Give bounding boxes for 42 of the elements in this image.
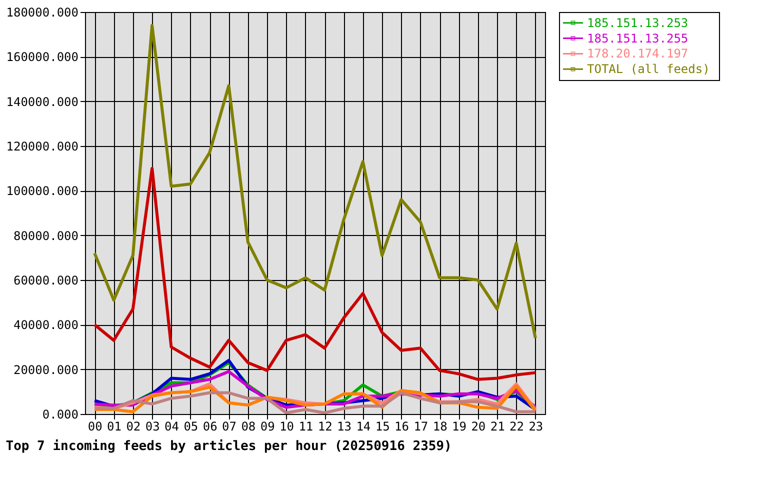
y-tick-label: 20000.000	[13, 362, 78, 377]
y-tick-label: 80000.000	[13, 228, 78, 243]
x-tick-label: 19	[452, 420, 466, 434]
line-series	[93, 24, 537, 340]
y-tick-label: 180000.000	[6, 6, 78, 20]
legend-label: 185.151.13.253	[587, 16, 688, 30]
x-tick-label: 11	[298, 420, 314, 434]
x-tick-label: 22	[510, 420, 524, 434]
legend-label: 178.20.174.197	[587, 46, 688, 61]
y-tick-label: 60000.000	[13, 274, 78, 288]
x-tick-label: 23	[528, 420, 544, 434]
x-tick-label: 10	[280, 420, 294, 434]
y-tick-label: 0.000	[42, 408, 78, 422]
x-tick-label: 17	[414, 420, 428, 434]
x-tick-label: 14	[356, 420, 371, 434]
legend-label: 185.151.13.255	[587, 31, 688, 46]
line-series	[93, 166, 537, 381]
x-tick-label: 15	[375, 420, 390, 434]
y-tick-label: 160000.000	[6, 50, 78, 64]
line-series	[93, 391, 537, 414]
x-tick-label: 02	[126, 420, 141, 434]
legend-label: TOTAL (all feeds)	[587, 62, 710, 76]
x-tick-label: 06	[202, 420, 218, 434]
x-tick-label: 09	[260, 420, 275, 434]
text: Top 7 incoming feeds by articles per hour (20250916 2359)	[6, 439, 452, 454]
x-tick-label: 18	[432, 420, 448, 434]
x-tick-label: 13	[337, 420, 352, 434]
x-tick-label: 05	[184, 420, 198, 434]
x-tick-label: 01	[107, 420, 122, 434]
x-tick-label: 16	[394, 420, 409, 434]
x-tick-label: 04	[164, 420, 179, 434]
y-tick-label: 100000.000	[6, 184, 78, 198]
y-tick-label: 140000.000	[6, 94, 78, 109]
x-tick-label: 03	[145, 420, 160, 434]
x-tick-label: 20	[471, 420, 486, 434]
x-tick-label: 12	[318, 420, 332, 434]
y-tick-label: 120000.000	[6, 140, 78, 154]
x-tick-label: 00	[88, 420, 102, 434]
x-tick-label: 07	[222, 420, 236, 434]
y-tick-label: 40000.000	[13, 318, 78, 332]
x-tick-label: 21	[490, 420, 505, 434]
x-tick-label: 08	[241, 420, 256, 434]
